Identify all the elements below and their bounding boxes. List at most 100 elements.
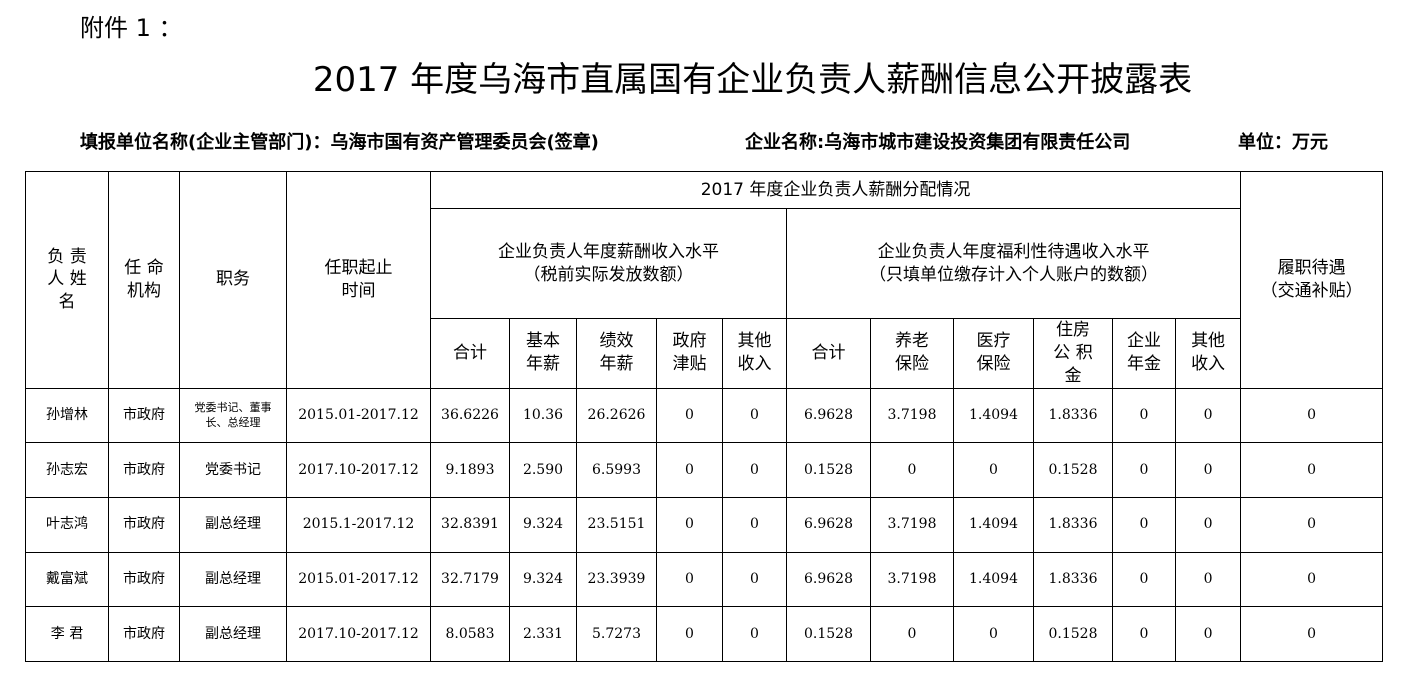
table-row: 孙志宏 市政府 党委书记 2017.10-2017.12 9.1893 2.590 6.59…	[25, 442, 1384, 498]
header-sub-6: 养老 保险	[870, 318, 954, 389]
cell-1-12: 0.1528	[1033, 442, 1113, 498]
cell-0-3: 2015.01-2017.12	[286, 387, 431, 444]
cell-4-15: 0	[1240, 606, 1384, 662]
header-position: 职务	[179, 171, 287, 389]
salary-table: 负 责 人 姓 名 任 命 机构 职务 任职起止 时间 2017 年度企业负责人…	[25, 171, 1384, 662]
header-sub-1: 基本 年薪	[509, 318, 577, 389]
cell-3-2: 副总经理	[179, 551, 287, 608]
header-sub-7: 医疗 保险	[953, 318, 1034, 389]
cell-2-2: 副总经理	[179, 497, 287, 553]
cell-3-9: 6.9628	[786, 551, 871, 608]
cell-0-8: 0	[722, 387, 787, 444]
cell-4-7: 0	[656, 606, 723, 662]
cell-3-14: 0	[1174, 551, 1242, 608]
cell-2-13: 0	[1112, 497, 1176, 553]
cell-3-6: 23.3939	[576, 551, 657, 608]
cell-4-5: 2.331	[509, 606, 577, 662]
header-group: 2017 年度企业负责人薪酬分配情况	[429, 171, 1242, 209]
table-row: 李 君市政府 副总经理 2017.10-2017.12 8.0583 2.331 5.72…	[25, 606, 1384, 662]
cell-2-1: 市政府	[108, 497, 180, 553]
cell-2-5: 9.324	[509, 497, 577, 553]
attachment-label: 附件 1 ：	[80, 14, 183, 42]
cell-2-12: 1.8336	[1033, 497, 1113, 553]
cell-1-4: 9.1893	[430, 442, 510, 498]
cell-1-5: 2.590	[509, 442, 577, 498]
header-welfare-group: 企业负责人年度福利性待遇收入水平 （只填单位缴存计入个人账户的数额）	[785, 208, 1242, 319]
cell-1-14: 0	[1174, 442, 1242, 498]
cell-3-8: 0	[722, 551, 787, 608]
cell-3-3: 2015.01-2017.12	[286, 551, 431, 608]
cell-4-14: 0	[1174, 606, 1242, 662]
header-duty-label: 履职待遇	[1277, 257, 1346, 278]
cell-4-10: 0	[870, 606, 954, 662]
cell-4-9: 0.1528	[786, 606, 871, 662]
header-welfare-note: （只填单位缴存计入个人账户的数额）	[869, 264, 1159, 285]
cell-1-9: 0.1528	[786, 442, 871, 498]
header-term: 任职起止 时间	[286, 171, 431, 389]
header-salary-group: 企业负责人年度薪酬收入水平 （税前实际发放数额）	[430, 208, 787, 319]
cell-4-6: 5.7273	[576, 606, 657, 662]
header-sub-8: 住房公 积金	[1033, 318, 1113, 389]
header-salary-label: 企业负责人年度薪酬收入水平	[498, 241, 719, 262]
header-appointing: 任 命 机构	[108, 171, 180, 389]
cell-2-3: 2015.1-2017.12	[286, 497, 431, 553]
cell-1-1: 市政府	[108, 442, 180, 498]
cell-1-10: 0	[870, 442, 954, 498]
cell-4-3: 2017.10-2017.12	[286, 606, 431, 662]
cell-0-13: 0	[1112, 387, 1176, 444]
unit-label: 单位：万元	[1238, 132, 1328, 153]
cell-2-6: 23.5151	[576, 497, 657, 553]
cell-0-4: 36.6226	[430, 387, 510, 444]
cell-0-11: 1.4094	[953, 387, 1034, 444]
cell-2-15: 0	[1240, 497, 1384, 553]
cell-1-15: 0	[1240, 442, 1384, 498]
page-title: 2017 年度乌海市直属国有企业负责人薪酬信息公开披露表	[312, 60, 1193, 100]
cell-1-13: 0	[1112, 442, 1176, 498]
cell-0-15: 0	[1240, 387, 1384, 444]
reporting-unit: 填报单位名称(企业主管部门)：乌海市国有资产管理委员会(签章)	[80, 132, 599, 153]
cell-3-15: 0	[1240, 551, 1384, 608]
cell-0-14: 0	[1174, 387, 1242, 444]
header-sub-10: 其他 收入	[1174, 318, 1242, 389]
header-sub-0: 合计	[430, 318, 510, 389]
cell-2-9: 6.9628	[786, 497, 871, 553]
cell-3-11: 1.4094	[953, 551, 1034, 608]
cell-0-5: 10.36	[509, 387, 577, 444]
cell-2-11: 1.4094	[953, 497, 1034, 553]
table-row: 叶志鸿 市政府 副总经理 2015.1-2017.12 32.8391 9.324 23.5…	[25, 497, 1384, 553]
cell-2-8: 0	[722, 497, 787, 553]
cell-3-5: 9.324	[509, 551, 577, 608]
cell-2-0: 叶志鸿	[25, 497, 109, 553]
table-row: 孙增林 市政府 党委书记、董事长、总经理 2015.01-2017.12 36.6226…	[25, 387, 1384, 444]
cell-2-14: 0	[1174, 497, 1242, 553]
cell-3-4: 32.7179	[430, 551, 510, 608]
cell-3-0: 戴富斌	[25, 551, 109, 608]
cell-4-8: 0	[722, 606, 787, 662]
cell-3-7: 0	[656, 551, 723, 608]
cell-3-1: 市政府	[108, 551, 180, 608]
cell-1-2: 党委书记	[179, 442, 287, 498]
header-sub-2: 绩效 年薪	[576, 318, 657, 389]
header-sub-5: 合计	[786, 318, 871, 389]
cell-2-10: 3.7198	[870, 497, 954, 553]
cell-0-2: 党委书记、董事长、总经理	[179, 387, 287, 444]
cell-1-3: 2017.10-2017.12	[286, 442, 431, 498]
cell-1-6: 6.5993	[576, 442, 657, 498]
cell-0-10: 3.7198	[870, 387, 954, 444]
header-name: 负 责 人 姓 名	[25, 171, 109, 389]
cell-1-8: 0	[722, 442, 787, 498]
cell-4-13: 0	[1112, 606, 1176, 662]
cell-1-7: 0	[656, 442, 723, 498]
header-welfare-label: 企业负责人年度福利性待遇收入水平	[877, 241, 1150, 262]
cell-4-2: 副总经理	[179, 606, 287, 662]
cell-0-6: 26.2626	[576, 387, 657, 444]
header-duty-note: （交通补贴）	[1260, 280, 1363, 301]
cell-3-13: 0	[1112, 551, 1176, 608]
cell-1-0: 孙志宏	[25, 442, 109, 498]
cell-0-0: 孙增林	[25, 387, 109, 444]
company-name: 企业名称:乌海市城市建设投资集团有限责任公司	[745, 132, 1131, 153]
table-row: 戴富斌 市政府 副总经理 2015.01-2017.12 32.7179 9.324 23.…	[25, 551, 1384, 608]
cell-3-10: 3.7198	[870, 551, 954, 608]
cell-0-9: 6.9628	[786, 387, 871, 444]
cell-4-1: 市政府	[108, 606, 180, 662]
